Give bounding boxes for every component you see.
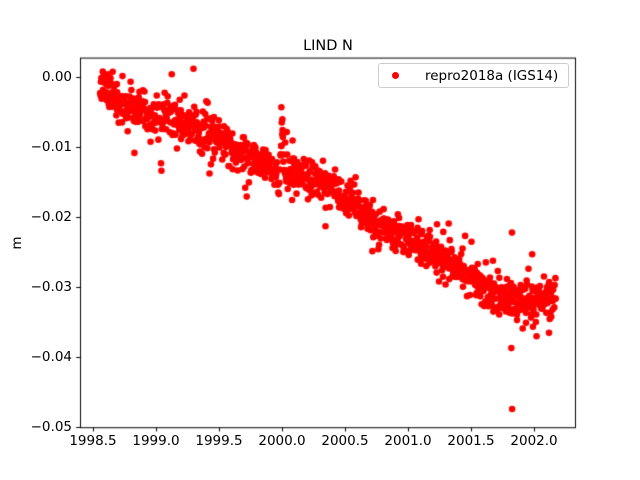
- x-tick-label: 2002.0: [510, 433, 558, 449]
- x-tick-label: 2000.5: [321, 433, 369, 449]
- y-tick-label: 0.00: [41, 69, 72, 86]
- x-tick-label: 1999.5: [195, 433, 243, 449]
- x-tick-label: 1999.0: [132, 433, 180, 449]
- legend-entry-label: repro2018a (IGS14): [425, 67, 559, 84]
- y-tick-label: −0.04: [30, 349, 72, 366]
- y-axis-label: m: [9, 236, 25, 250]
- x-tick-label: 2000.0: [258, 433, 306, 449]
- x-tick-label: 1998.5: [69, 433, 117, 449]
- y-tick-label: −0.01: [30, 139, 72, 156]
- x-tick-label: 2001.5: [447, 433, 495, 449]
- legend-marker-dot-icon: [392, 72, 399, 79]
- y-tick-label: −0.03: [30, 279, 72, 296]
- x-tick-label: 2001.0: [384, 433, 432, 449]
- chart-title: LIND N: [303, 38, 353, 54]
- y-tick-label: −0.02: [30, 209, 72, 226]
- legend: repro2018a (IGS14): [378, 63, 569, 88]
- y-tick-label: −0.05: [30, 419, 72, 436]
